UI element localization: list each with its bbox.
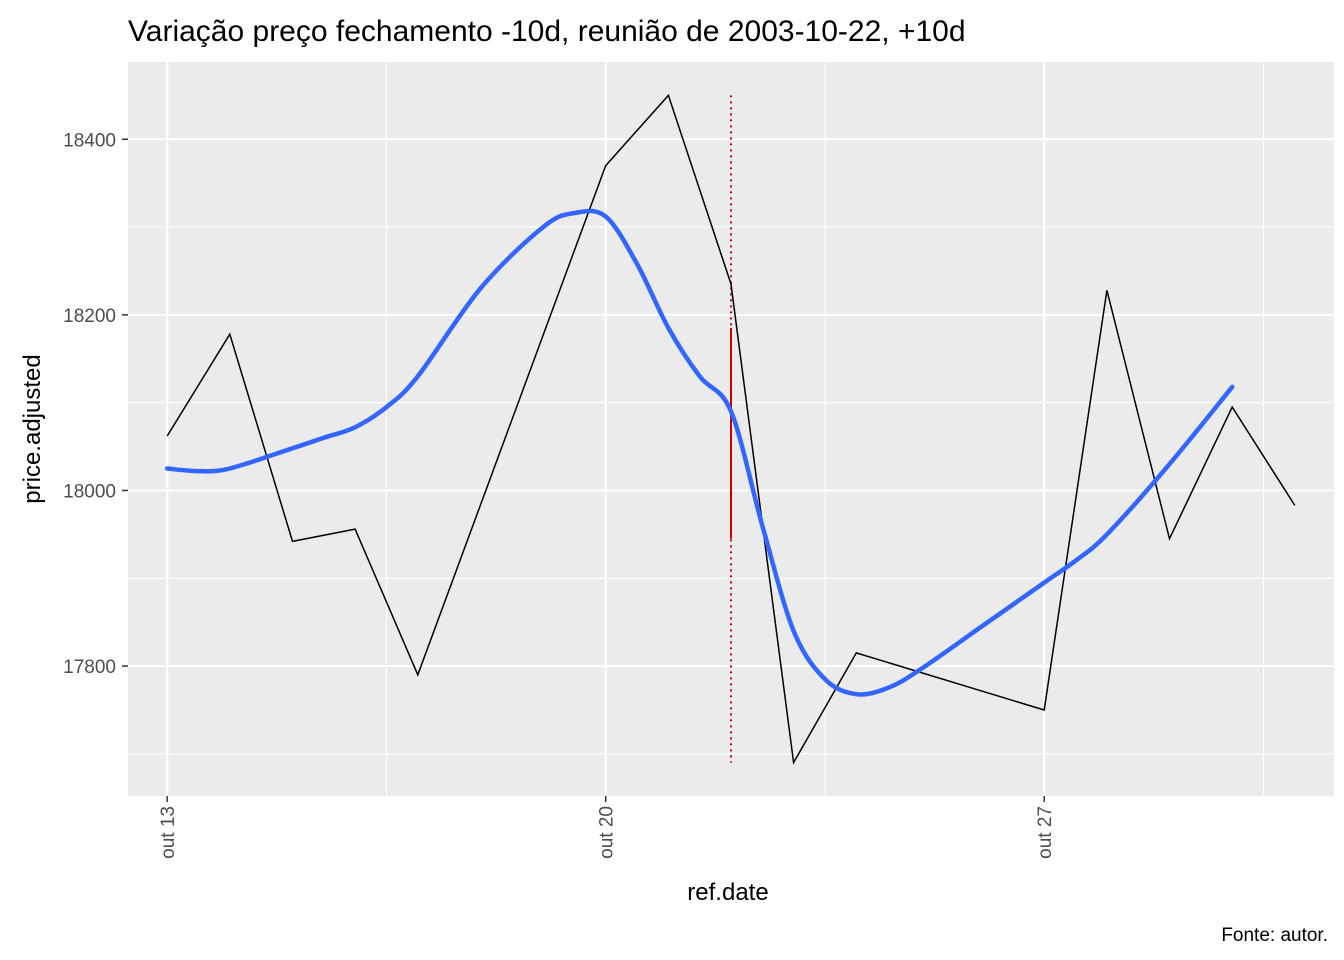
smooth-trend-line (164, 208, 1235, 697)
y-tick-label: 18400 (63, 130, 116, 151)
y-axis-title: price.adjusted (19, 354, 46, 503)
x-axis-ticks: out 13 out 20 out 27 (158, 796, 1056, 859)
price-series-line (166, 93, 1296, 765)
x-axis-title: ref.date (687, 879, 768, 906)
y-tick-label: 18200 (63, 306, 116, 327)
x-tick-label: out 20 (597, 806, 618, 859)
x-tick-label: out 13 (158, 806, 179, 859)
chart-title: Variação preço fechamento -10d, reunião … (128, 15, 966, 48)
x-tick-label: out 27 (1035, 806, 1056, 859)
caption: Fonte: autor. (1221, 925, 1328, 946)
y-tick-label: 17800 (63, 657, 116, 678)
y-axis-ticks: 17800 18000 18200 18400 (63, 130, 128, 678)
y-tick-label: 18000 (63, 481, 116, 502)
